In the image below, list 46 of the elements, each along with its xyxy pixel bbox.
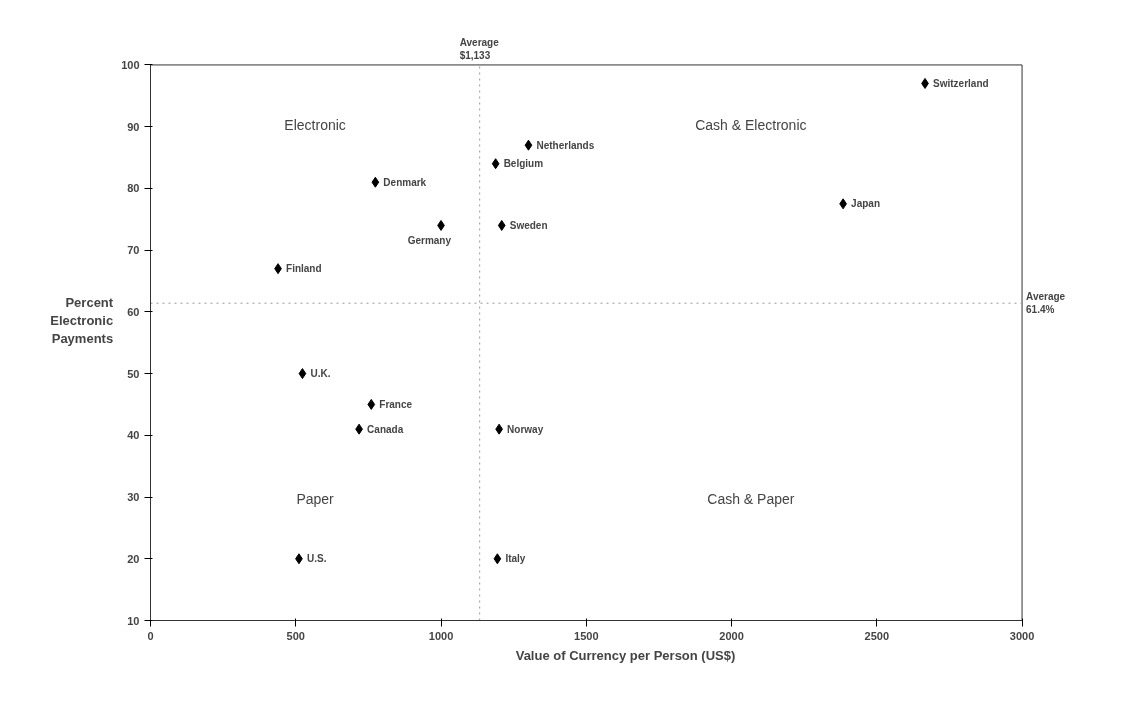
annotation: France [379,398,413,410]
x-tick-label: 1000 [428,629,454,642]
y-tick-label: 40 [127,429,140,442]
ref-line-label: Average 61.4% [1026,291,1066,316]
y-tick-label: 60 [127,305,140,318]
annotation: Sweden [509,219,548,231]
annotation: Paper [296,490,335,507]
annotation: Netherlands [536,139,595,151]
x-tick-label: 2000 [719,629,744,642]
point [371,176,380,188]
annotation: Norway [507,423,544,435]
annotation: Canada [367,423,404,435]
x-tick-label: 1500 [574,629,599,642]
y-tick-label: 100 [121,58,140,71]
annotation: Japan [851,198,881,210]
y-tick-label: 70 [127,244,140,257]
x-tick-label: 500 [286,629,305,642]
point [493,553,502,565]
annotation: U.S. [306,553,327,565]
y-tick-label: 50 [127,367,140,380]
point [524,139,533,151]
annotation: Germany [407,235,452,247]
point [298,368,307,380]
y-tick-label: 20 [127,552,140,565]
annotation: Italy [505,553,526,565]
annotation: Switzerland [933,77,989,89]
point [491,158,500,170]
annotation: Cash & Paper [707,490,795,507]
annotation: Belgium [503,158,544,170]
ref-line-label: Average $1,133 [459,36,500,61]
annotation: Cash & Electronic [695,116,807,133]
annotation: U.K. [310,368,331,380]
y-tick-label: 80 [127,182,140,195]
y-axis-title: Percent Electronic Payments [50,295,114,346]
annotation: Denmark [383,176,427,188]
y-tick-label: 30 [127,491,140,504]
x-axis-title: Value of Currency per Person (US$) [515,647,736,663]
x-tick-label: 2500 [864,629,890,642]
x-tick-label: 0 [147,629,154,642]
annotation: Electronic [284,116,346,133]
y-tick-label: 90 [127,120,140,133]
point [367,398,376,410]
y-tick-label: 10 [127,614,140,627]
point [497,219,506,231]
x-tick-label: 3000 [1009,629,1035,642]
annotation: Finland [286,263,322,275]
